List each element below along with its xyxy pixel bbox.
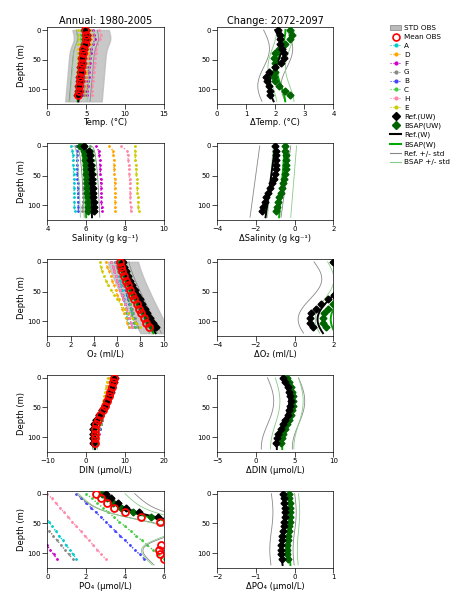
Title: Change: 2072-2097: Change: 2072-2097 bbox=[227, 16, 324, 26]
X-axis label: ΔDIN (μmol/L): ΔDIN (μmol/L) bbox=[246, 466, 305, 475]
Y-axis label: Depth (m): Depth (m) bbox=[17, 44, 26, 87]
X-axis label: DIN (μmol/L): DIN (μmol/L) bbox=[79, 466, 132, 475]
X-axis label: PO₄ (μmol/L): PO₄ (μmol/L) bbox=[79, 582, 132, 591]
Legend: STD OBS, Mean OBS, A, D, F, G, B, C, H, E, Ref.(UW), BSAP(UW), Ref.(W), BSAP(W),: STD OBS, Mean OBS, A, D, F, G, B, C, H, … bbox=[391, 25, 450, 165]
Y-axis label: Depth (m): Depth (m) bbox=[17, 160, 26, 203]
X-axis label: ΔSalinity (g kg⁻¹): ΔSalinity (g kg⁻¹) bbox=[239, 234, 311, 243]
X-axis label: ΔPO₄ (μmol/L): ΔPO₄ (μmol/L) bbox=[246, 582, 305, 591]
X-axis label: Salinity (g kg⁻¹): Salinity (g kg⁻¹) bbox=[73, 234, 139, 243]
Y-axis label: Depth (m): Depth (m) bbox=[17, 276, 26, 319]
Title: Annual: 1980-2005: Annual: 1980-2005 bbox=[59, 16, 152, 26]
X-axis label: ΔO₂ (ml/L): ΔO₂ (ml/L) bbox=[254, 350, 297, 359]
X-axis label: ΔTemp. (°C): ΔTemp. (°C) bbox=[250, 118, 300, 127]
X-axis label: O₂ (ml/L): O₂ (ml/L) bbox=[87, 350, 124, 359]
Y-axis label: Depth (m): Depth (m) bbox=[17, 392, 26, 435]
X-axis label: Temp. (°C): Temp. (°C) bbox=[83, 118, 128, 127]
Y-axis label: Depth (m): Depth (m) bbox=[17, 508, 26, 551]
